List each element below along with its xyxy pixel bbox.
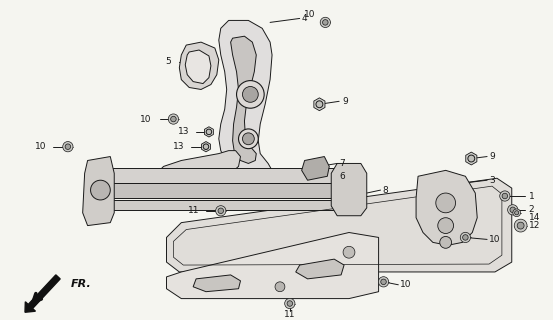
Circle shape (206, 129, 212, 135)
Text: 5: 5 (166, 57, 171, 66)
Circle shape (513, 209, 520, 217)
Circle shape (216, 206, 226, 216)
Text: 13: 13 (173, 142, 184, 151)
Polygon shape (166, 178, 512, 272)
Text: FR.: FR. (71, 279, 92, 289)
Polygon shape (82, 156, 114, 226)
Circle shape (343, 246, 355, 258)
Polygon shape (296, 259, 344, 279)
Polygon shape (314, 98, 325, 111)
Circle shape (463, 235, 468, 240)
Circle shape (218, 208, 223, 213)
Text: 3: 3 (489, 176, 495, 185)
Text: 10: 10 (489, 235, 500, 244)
Circle shape (510, 207, 515, 212)
Circle shape (381, 279, 387, 284)
Circle shape (500, 191, 510, 201)
Circle shape (238, 129, 258, 149)
Text: 6: 6 (339, 172, 345, 181)
Polygon shape (166, 233, 379, 299)
Circle shape (436, 193, 456, 213)
Circle shape (378, 277, 389, 287)
Text: 8: 8 (383, 186, 388, 195)
Polygon shape (416, 170, 477, 245)
Circle shape (502, 193, 508, 199)
Circle shape (242, 133, 254, 145)
Circle shape (203, 144, 208, 149)
Polygon shape (179, 42, 219, 90)
Circle shape (468, 155, 475, 162)
Text: 11: 11 (187, 206, 199, 215)
FancyArrow shape (25, 275, 60, 312)
Polygon shape (185, 50, 211, 84)
Circle shape (242, 86, 258, 102)
Circle shape (237, 81, 264, 108)
Circle shape (514, 219, 527, 232)
Circle shape (322, 20, 328, 25)
Polygon shape (219, 20, 272, 180)
Text: 7: 7 (339, 159, 345, 168)
Circle shape (62, 141, 73, 152)
Circle shape (508, 205, 518, 215)
Polygon shape (201, 141, 210, 152)
Text: 2: 2 (529, 205, 534, 214)
Polygon shape (92, 168, 339, 183)
Text: 9: 9 (342, 97, 348, 106)
Polygon shape (156, 151, 241, 188)
Text: 9: 9 (489, 152, 495, 161)
Circle shape (171, 116, 176, 122)
Circle shape (287, 301, 293, 306)
Text: 10: 10 (400, 280, 412, 289)
Circle shape (316, 101, 323, 108)
Polygon shape (231, 36, 256, 164)
Circle shape (285, 298, 295, 309)
Text: 11: 11 (284, 310, 295, 319)
Text: 4: 4 (301, 14, 307, 23)
Polygon shape (193, 275, 241, 292)
Circle shape (168, 114, 179, 124)
Circle shape (515, 211, 519, 215)
Polygon shape (301, 156, 329, 180)
Circle shape (320, 17, 331, 28)
Polygon shape (331, 164, 367, 216)
Text: 14: 14 (529, 213, 540, 222)
Circle shape (91, 180, 110, 200)
Polygon shape (92, 200, 359, 210)
Text: 10: 10 (35, 142, 46, 151)
Polygon shape (466, 152, 477, 165)
Text: 12: 12 (529, 221, 540, 230)
Circle shape (517, 222, 524, 229)
Text: 10: 10 (304, 10, 315, 19)
Circle shape (65, 144, 71, 149)
Circle shape (460, 232, 471, 243)
Text: 1: 1 (529, 191, 534, 201)
Circle shape (275, 282, 285, 292)
Text: 13: 13 (178, 127, 189, 136)
Text: 10: 10 (140, 115, 152, 124)
Circle shape (440, 236, 452, 248)
Polygon shape (92, 183, 339, 198)
Circle shape (438, 218, 453, 234)
Polygon shape (205, 127, 213, 137)
